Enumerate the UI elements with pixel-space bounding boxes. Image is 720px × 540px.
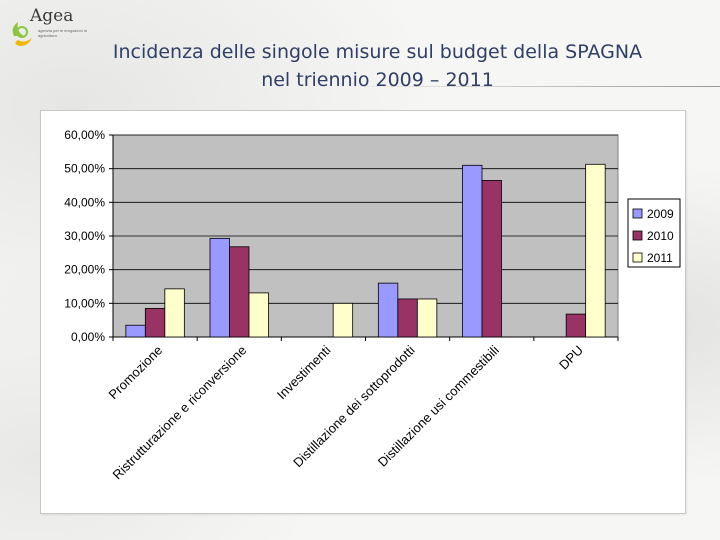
bar-2010-6 xyxy=(565,313,587,338)
bar-2009-4 xyxy=(377,282,399,338)
agea-logo-icon xyxy=(12,22,32,46)
legend-swatch-2009 xyxy=(632,208,643,219)
bar-2010-4 xyxy=(397,298,418,338)
title-line-1: Incidenza delle singole misure sul budge… xyxy=(112,41,643,63)
bar-2011-2 xyxy=(248,292,269,338)
logo-subtext: agenzia per le erogazioni in agricoltura xyxy=(38,28,87,38)
bar-2011-4 xyxy=(416,298,438,338)
chart-panel: 0,00% 10,00% 20,00% 30,00% 40,00% 50,00% 60,00… xyxy=(40,110,686,514)
title-line-2: nel triennio 2009 – 2011 xyxy=(261,69,494,91)
y-tick-label: 20,00% xyxy=(64,263,105,277)
bar-2009-5 xyxy=(462,164,483,338)
title-divider xyxy=(330,86,720,87)
y-tick-label: 50,00% xyxy=(64,162,105,176)
y-tick-label: 0,00% xyxy=(71,330,105,344)
bar-2011-6 xyxy=(585,163,606,338)
legend-swatch-2010 xyxy=(632,230,643,241)
bar-2009-2 xyxy=(209,237,230,338)
logo-text: Agea xyxy=(30,6,74,26)
x-category-label: Investimenti xyxy=(274,342,334,402)
legend-label-2011: 2011 xyxy=(647,251,673,265)
legend-label-2009: 2009 xyxy=(647,207,674,221)
bar-2009-1 xyxy=(125,324,146,338)
y-tick-label: 10,00% xyxy=(64,296,105,310)
page-title: Incidenza delle singole misure sul budge… xyxy=(0,38,720,94)
x-category-label: DPU xyxy=(556,343,586,373)
legend-swatch-2011 xyxy=(632,252,643,263)
legend-label-2010: 2010 xyxy=(647,229,674,243)
bar-2010-5 xyxy=(481,180,502,338)
bar-2010-2 xyxy=(229,246,250,338)
bar-2010-1 xyxy=(144,307,166,338)
bar-chart: 0,00% 10,00% 20,00% 30,00% 40,00% 50,00% 60,00… xyxy=(64,128,681,483)
bar-2011-1 xyxy=(164,288,185,338)
x-category-label: Ristrutturazione e riconversione xyxy=(109,343,249,483)
x-category-label: Promozione xyxy=(106,343,166,403)
y-tick-label: 60,00% xyxy=(64,128,105,142)
y-tick-label: 30,00% xyxy=(64,229,105,243)
y-tick-label: 40,00% xyxy=(64,195,105,209)
bar-2011-3 xyxy=(332,302,354,338)
